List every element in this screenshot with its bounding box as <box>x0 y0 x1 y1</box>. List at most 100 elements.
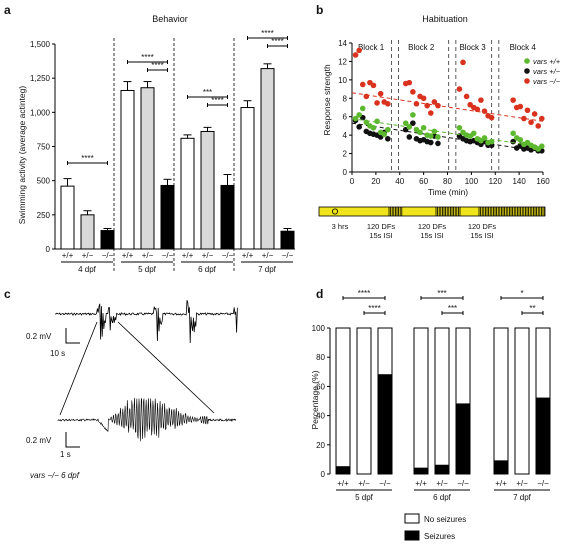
panel-b-data-point <box>410 120 416 126</box>
panel-d-bar-seizures <box>377 374 393 475</box>
panel-d-y-tick-label: 40 <box>316 412 325 421</box>
panel-b-data-point <box>363 119 370 126</box>
panel-d-genotype-label: −/− <box>379 479 391 488</box>
panel-b-data-point <box>528 119 534 126</box>
panel-a-genotype-label: −/− <box>222 251 234 260</box>
panel-b-data-point <box>356 124 362 130</box>
panel-d-legend-label: Seizures <box>424 532 455 541</box>
panel-b-x-tick-label: 160 <box>536 177 550 186</box>
panel-b-legend-label: vars +/+ <box>533 57 561 66</box>
panel-b-x-tick-label: 0 <box>350 177 355 186</box>
panel-b-data-point <box>420 95 427 102</box>
panel-b-data-point <box>535 123 542 129</box>
panel-b-data-point <box>413 101 420 107</box>
panel-d-genotype-label: +/+ <box>415 479 427 488</box>
panel-d-significance-label: **** <box>368 304 380 313</box>
panel-b-data-point <box>524 107 531 114</box>
panel-d-bar-seizures <box>413 467 429 475</box>
panel-d-group-label: 6 dpf <box>433 493 452 502</box>
panel-a-bar <box>180 137 195 250</box>
panel-b-y-axis-label: Response strength <box>322 64 332 136</box>
panel-b-x-tick-label: 100 <box>465 177 479 186</box>
panel-b-data-point <box>410 112 416 118</box>
panel-d-genotype-label: +/− <box>436 479 448 488</box>
panel-a-bar <box>220 184 235 250</box>
panel-b-legend-marker <box>524 58 530 64</box>
panel-b-data-point <box>521 115 527 122</box>
panel-b-data-point <box>385 126 391 133</box>
panel-c-eeg-trace-zoomed <box>57 397 236 442</box>
panel-b-x-tick-label: 140 <box>512 177 526 186</box>
panel-d-y-tick-label: 100 <box>312 324 326 333</box>
panel-d-significance-label: *** <box>448 304 457 313</box>
panel-d-significance-label: * <box>520 289 523 298</box>
panel-b-protocol-bar <box>318 206 546 217</box>
panel-a-genotype-label: −/− <box>162 251 174 260</box>
panel-b-x-tick-label: 40 <box>395 177 404 186</box>
panel-d-significance-label: ** <box>529 304 535 313</box>
panel-b-data-point <box>417 129 423 136</box>
panel-a-significance-label: **** <box>261 29 273 38</box>
panel-d-bar-no-seizures <box>514 327 530 475</box>
panel-b-protocol-block-interval: 15s ISI <box>470 231 493 240</box>
panel-d-bar-seizures <box>493 460 509 475</box>
panel-b-data-point <box>431 128 438 135</box>
panel-b-data-point <box>510 97 516 103</box>
panel-a-y-tick-label: 1,000 <box>30 108 51 117</box>
panel-b-data-point <box>488 114 495 121</box>
panel-label-b: b <box>316 3 323 17</box>
panel-d-bar-no-seizures <box>434 327 450 475</box>
panel-a-y-tick-label: 0 <box>46 245 51 254</box>
panel-a-y-tick-label: 250 <box>37 211 51 220</box>
panel-a-genotype-label: +/− <box>202 251 214 260</box>
panel-b-block-label: Block 1 <box>358 43 385 52</box>
panel-a-bar <box>60 185 75 250</box>
panel-b-y-tick-label: 8 <box>343 94 348 103</box>
panel-b-data-point <box>370 124 377 131</box>
panel-b-data-point <box>406 79 413 86</box>
panel-b-data-point <box>385 101 391 107</box>
panel-b-protocol-block-label: 120 DFs <box>418 222 447 231</box>
panel-c-bottom-scale-time: 1 s <box>60 450 71 459</box>
panel-b-data-point <box>478 97 484 103</box>
panel-a-significance-label: *** <box>203 88 212 97</box>
panel-a-bar <box>140 87 155 250</box>
panel-b-legend-label: vars −/− <box>533 77 561 86</box>
panel-a-group-label: 7 dpf <box>258 265 277 274</box>
panel-b-data-point <box>481 135 488 141</box>
panel-label-c: c <box>4 287 11 301</box>
panel-a-genotype-label: +/+ <box>242 251 254 260</box>
panel-b-y-tick-label: 0 <box>343 168 348 177</box>
panel-b-legend-marker <box>524 68 530 74</box>
panel-b-data-point <box>474 106 481 113</box>
panel-a-group-label: 4 dpf <box>78 265 97 274</box>
panel-d-bar-no-seizures <box>356 327 372 475</box>
panel-c-eeg-trace-overview <box>54 300 238 344</box>
panel-c-top-scale-voltage: 0.2 mV <box>26 332 52 341</box>
panel-b-data-point <box>424 102 431 109</box>
panel-b-data-point <box>359 105 366 112</box>
panel-a-significance-label: **** <box>151 61 163 70</box>
panel-b-data-point <box>431 99 438 105</box>
panel-a-significance-label: **** <box>271 37 283 46</box>
panel-a-significance-label: **** <box>141 53 153 62</box>
panel-b-data-point <box>488 138 495 145</box>
panel-d-significance-label: **** <box>358 289 370 298</box>
panel-b-data-point <box>356 47 362 54</box>
panel-b-data-point <box>456 86 463 92</box>
panel-d-genotype-label: +/+ <box>495 479 507 488</box>
panel-c-bottom-scale-voltage: 0.2 mV <box>26 436 52 445</box>
panel-b-data-point <box>410 89 416 95</box>
panel-b-data-point <box>381 131 388 138</box>
panel-b-scatter-chart: Habituation Response strength Time (min)… <box>318 14 561 240</box>
panel-b-data-point <box>363 93 370 100</box>
panel-d-bar-no-seizures <box>493 327 509 475</box>
panel-b-data-point <box>420 124 427 131</box>
panel-b-data-point <box>481 108 488 114</box>
panel-b-data-point <box>370 82 377 89</box>
panel-d-bar-no-seizures <box>335 327 351 475</box>
panel-a-group-label: 5 dpf <box>138 265 157 274</box>
panel-b-x-tick-label: 60 <box>419 177 428 186</box>
panel-b-data-point <box>359 81 366 88</box>
panel-b-y-tick-label: 12 <box>338 57 347 66</box>
